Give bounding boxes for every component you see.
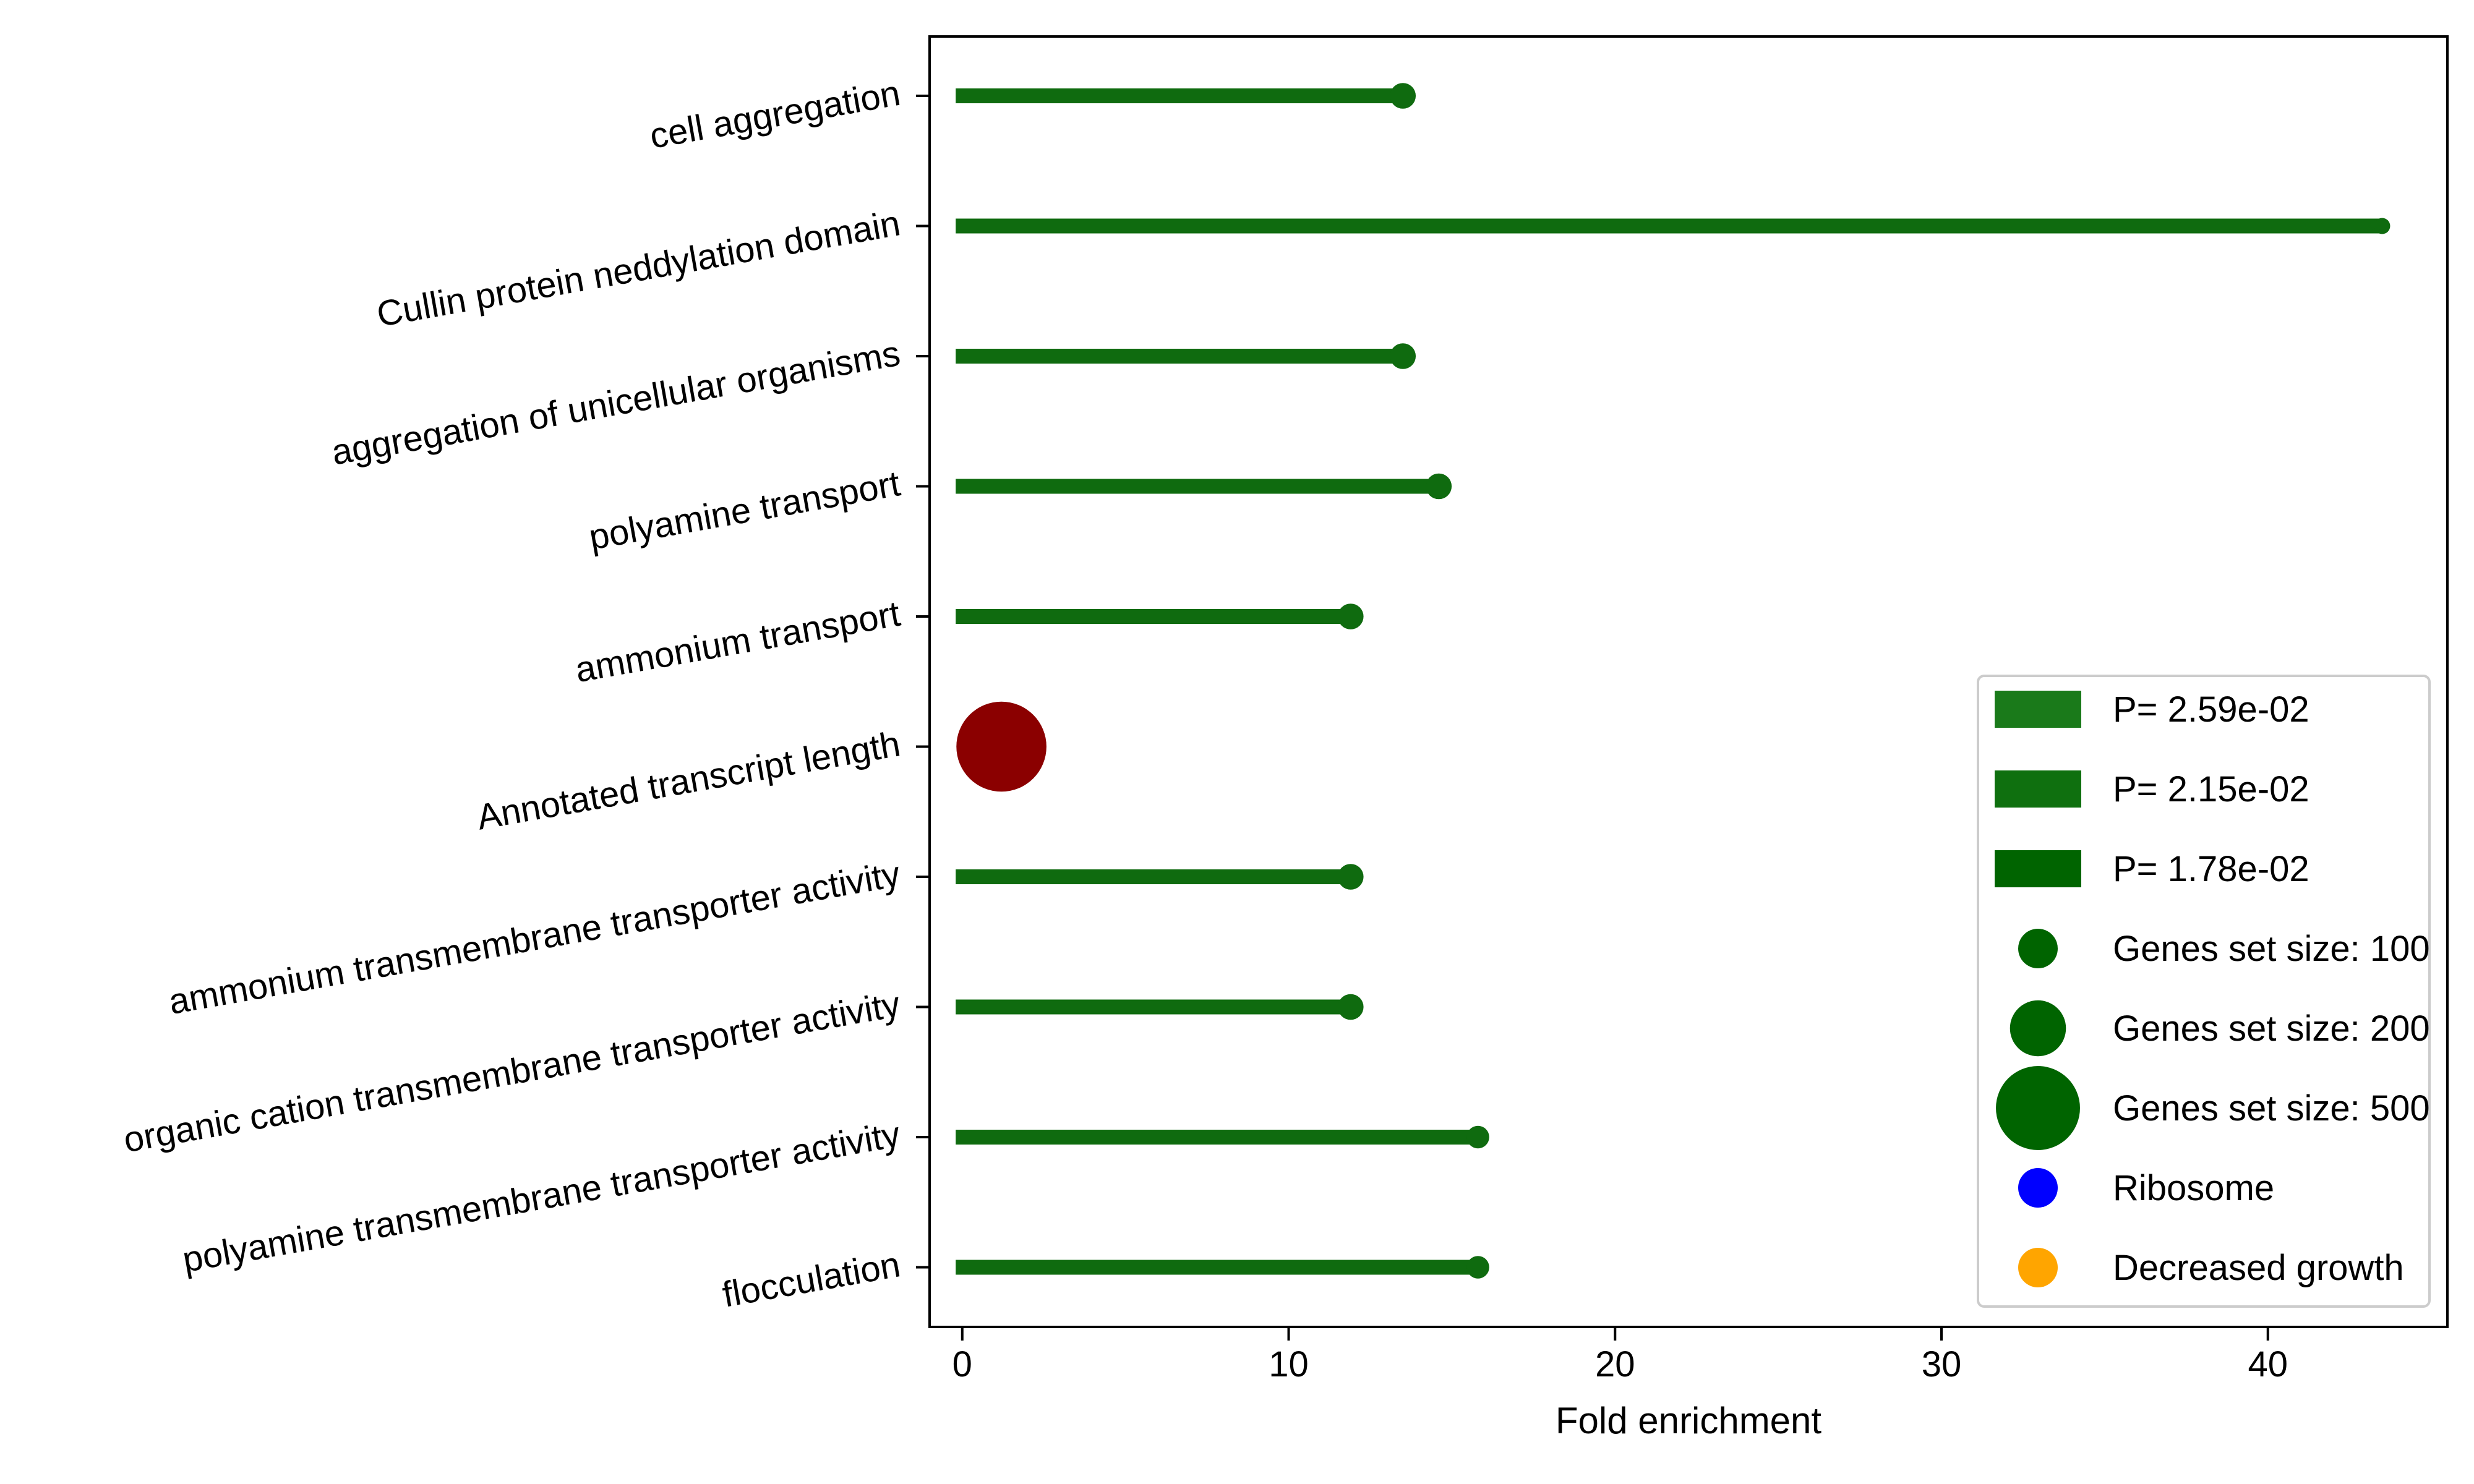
lollipop-marker: [2374, 218, 2391, 234]
x-tick-label: 0: [952, 1344, 972, 1384]
legend-marker: [2010, 1000, 2066, 1057]
legend-marker: [2018, 1248, 2058, 1287]
lollipop-marker: [1466, 1125, 1489, 1149]
x-tick-label: 30: [1922, 1344, 1962, 1384]
x-tick-label: 40: [2248, 1344, 2288, 1384]
x-tick-label: 10: [1269, 1344, 1309, 1384]
legend-label: P= 1.78e-02: [2113, 849, 2309, 889]
lollipop-marker: [1426, 473, 1452, 500]
lollipop-marker: [1390, 83, 1416, 109]
legend-label: Genes set size: 500: [2113, 1088, 2430, 1128]
x-axis: 0 10 20 30 40: [952, 1327, 2288, 1384]
lollipop-marker: [1337, 994, 1364, 1020]
legend-label: Genes set size: 200: [2113, 1009, 2430, 1049]
lollipop-marker: [1337, 603, 1364, 629]
legend-label: Decreased growth: [2113, 1248, 2404, 1288]
lollipop-marker: [1466, 1256, 1489, 1279]
legend-box: [1977, 675, 2431, 1308]
legend-label: P= 2.15e-02: [2113, 769, 2309, 809]
axes-frame: [928, 35, 2449, 1328]
legend-patch: [1995, 770, 2081, 808]
legend-label: Genes set size: 100: [2113, 929, 2430, 969]
category-point-marker: [956, 701, 1047, 792]
lollipop-marker: [1337, 864, 1364, 890]
legend-marker: [2018, 1168, 2058, 1208]
x-axis-label: Fold enrichment: [1556, 1400, 1822, 1441]
x-tick-label: 20: [1595, 1344, 1635, 1384]
legend-patch: [1995, 850, 2081, 887]
legend-label: P= 2.59e-02: [2113, 689, 2309, 730]
legend-marker: [1996, 1066, 2080, 1150]
legend-label: Ribosome: [2113, 1168, 2274, 1208]
lollipop-marker: [1390, 343, 1416, 369]
legend: P= 2.59e-02 P= 2.15e-02 P= 1.78e-02 Genes s…: [1977, 675, 2431, 1308]
legend-marker: [2018, 929, 2058, 968]
plot-area: [956, 83, 2391, 1279]
legend-patch: [1995, 691, 2081, 728]
